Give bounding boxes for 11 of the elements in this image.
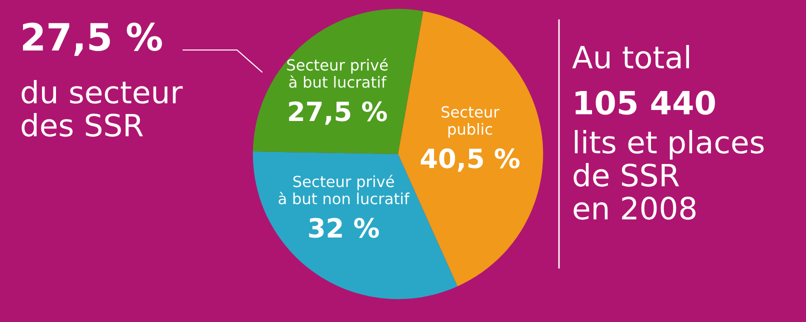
- text: lits et places de SSR en 2008: [574, 130, 764, 220]
- slice-label: Secteur privé à but lucratif: [287, 58, 388, 88]
- data-label: 32 %: [309, 218, 379, 238]
- data-label: 40,5 %: [420, 148, 520, 172]
- data-label: 27,5 %: [289, 101, 387, 125]
- text: 27,5 %: [22, 22, 162, 56]
- slice-label: Secteur privé à but non lucratif: [278, 174, 410, 204]
- text: Au total: [572, 45, 689, 69]
- text: du secteur des SSR: [22, 80, 183, 137]
- slice-label: Secteur public: [442, 106, 500, 138]
- text: 105 440: [576, 90, 715, 115]
